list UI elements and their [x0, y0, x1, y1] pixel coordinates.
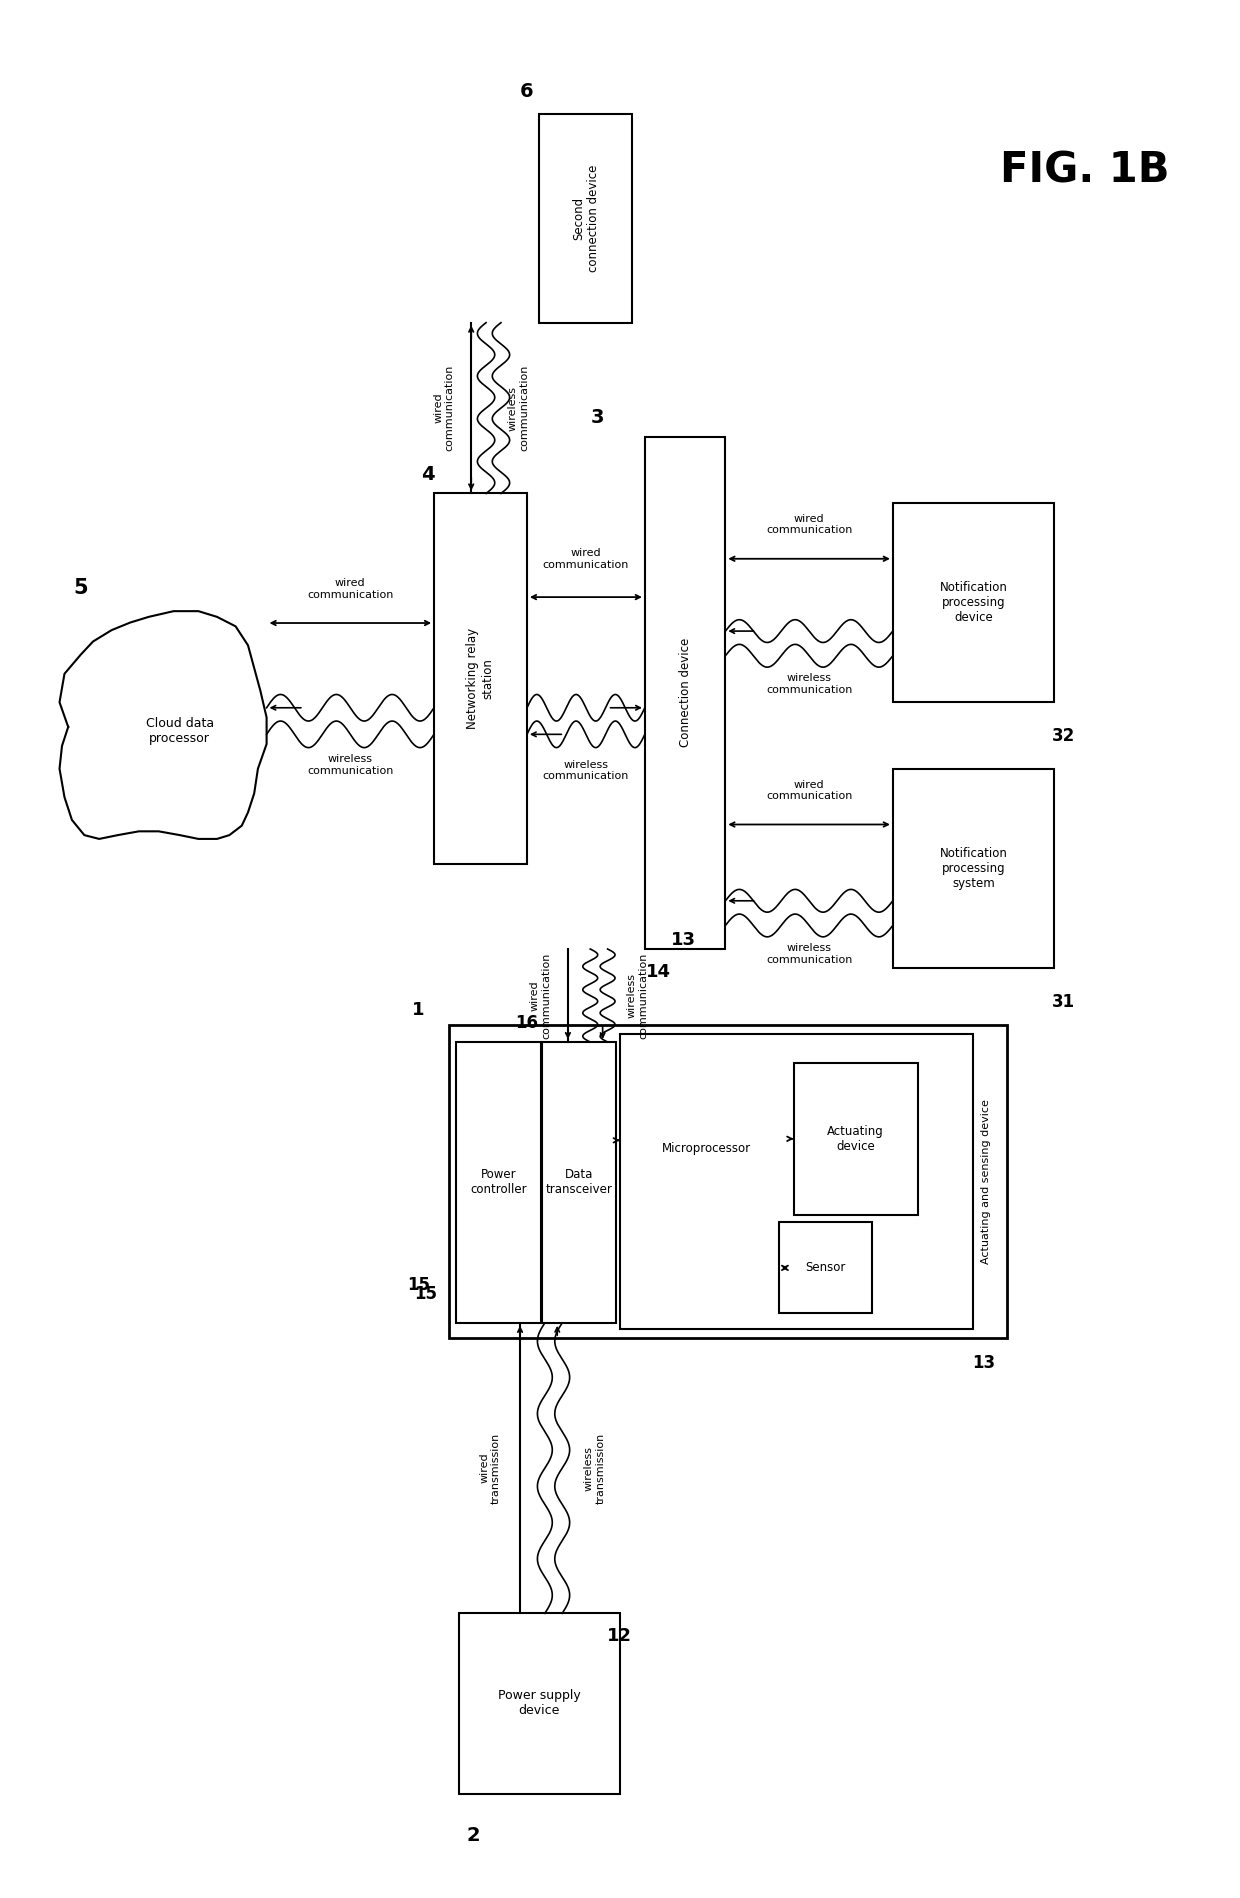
- Bar: [779, 1222, 872, 1313]
- Text: 1: 1: [412, 1000, 424, 1019]
- Text: Cloud data
processor: Cloud data processor: [146, 717, 213, 744]
- Text: 12: 12: [606, 1627, 631, 1646]
- Text: FIG. 1B: FIG. 1B: [1001, 150, 1169, 192]
- Text: Sensor: Sensor: [805, 1262, 846, 1274]
- Text: Microprocessor: Microprocessor: [662, 1143, 751, 1154]
- Text: Second
connection device: Second connection device: [572, 165, 600, 271]
- Text: Power supply
device: Power supply device: [498, 1689, 580, 1718]
- Text: Connection device: Connection device: [678, 638, 692, 748]
- Text: wireless
communication: wireless communication: [766, 943, 852, 964]
- Text: 31: 31: [1053, 993, 1075, 1012]
- Text: Actuating
device: Actuating device: [827, 1126, 884, 1152]
- Bar: [893, 769, 1054, 968]
- Text: wired
communication: wired communication: [433, 364, 455, 452]
- Text: Networking relay
station: Networking relay station: [466, 628, 495, 729]
- Text: 16: 16: [516, 1014, 538, 1033]
- Text: 2: 2: [467, 1826, 480, 1845]
- Text: 32: 32: [1053, 727, 1075, 746]
- Text: wireless
transmission: wireless transmission: [584, 1433, 605, 1503]
- Text: wired
transmission: wired transmission: [480, 1433, 501, 1503]
- Text: Notification
processing
device: Notification processing device: [940, 581, 1007, 624]
- Text: wired
communication: wired communication: [529, 953, 552, 1038]
- Text: Power
controller: Power controller: [470, 1169, 527, 1196]
- Text: wireless
communication: wireless communication: [766, 674, 852, 695]
- Text: wireless
communication: wireless communication: [626, 953, 649, 1038]
- Text: 5: 5: [73, 579, 88, 598]
- Bar: [620, 1034, 973, 1329]
- Bar: [645, 437, 725, 949]
- Text: wireless
communication: wireless communication: [507, 364, 529, 452]
- Bar: [434, 493, 527, 864]
- Text: 13: 13: [972, 1353, 994, 1372]
- Bar: [456, 1042, 541, 1323]
- Text: Actuating and sensing device: Actuating and sensing device: [981, 1099, 991, 1264]
- Text: wireless
communication: wireless communication: [308, 754, 393, 776]
- Bar: [794, 1063, 918, 1215]
- Text: wired
communication: wired communication: [766, 780, 852, 801]
- Text: 13: 13: [671, 930, 696, 949]
- Bar: [893, 503, 1054, 702]
- Text: wired
communication: wired communication: [543, 549, 629, 569]
- Text: Data
transceiver: Data transceiver: [546, 1169, 613, 1196]
- Text: 4: 4: [422, 465, 434, 484]
- Text: wired
communication: wired communication: [308, 579, 393, 600]
- Text: Notification
processing
system: Notification processing system: [940, 847, 1007, 890]
- Text: 3: 3: [591, 408, 604, 427]
- Bar: [459, 1613, 620, 1794]
- Text: 6: 6: [521, 82, 533, 101]
- Bar: [449, 1025, 1007, 1338]
- Text: wireless
communication: wireless communication: [543, 759, 629, 782]
- Text: 15: 15: [408, 1275, 430, 1294]
- Text: wired
communication: wired communication: [766, 514, 852, 535]
- Bar: [542, 1042, 616, 1323]
- Bar: [539, 114, 632, 323]
- Text: 15: 15: [414, 1285, 436, 1304]
- Text: 14: 14: [646, 962, 671, 981]
